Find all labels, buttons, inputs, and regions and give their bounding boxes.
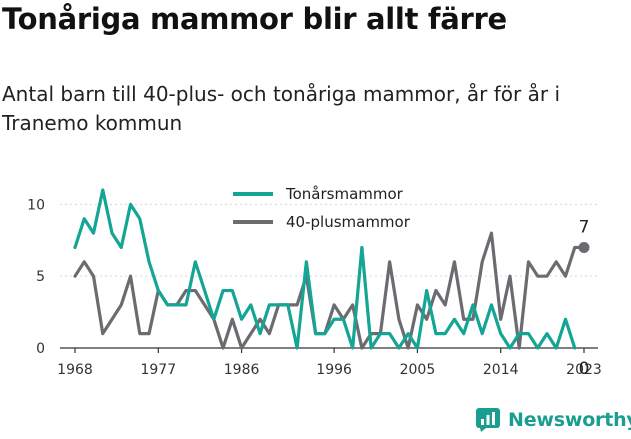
newsworthy-logo-icon xyxy=(476,408,500,432)
end-value-label: 7 xyxy=(579,217,590,237)
line-chart: 1968 1977 1986 1996 2005 2014 2023 0510 70 Ton… xyxy=(0,0,631,439)
x-tick-label: 1986 xyxy=(224,362,260,378)
x-axis: 1968 1977 1986 1996 2005 2014 2023 xyxy=(57,348,602,378)
y-tick-label: 5 xyxy=(36,269,45,285)
end-point-marker xyxy=(579,242,590,253)
x-tick-label: 2014 xyxy=(483,362,519,378)
end-markers: 70 xyxy=(579,217,590,379)
x-tick-label: 2005 xyxy=(400,362,436,378)
legend-label-tonarsmammor: Tonårsmammor xyxy=(285,185,404,203)
x-tick-label: 1996 xyxy=(316,362,352,378)
x-tick-label: 1968 xyxy=(57,362,93,378)
end-value-label: 0 xyxy=(579,359,590,379)
brand-name: Newsworthy xyxy=(508,409,631,431)
series-line-40-plusmammor xyxy=(75,233,584,348)
brand-logo: Newsworthy xyxy=(476,408,631,432)
legend-label-40-plusmammor: 40-plusmammor xyxy=(286,213,411,231)
x-tick-label: 1977 xyxy=(140,362,176,378)
y-tick-label: 10 xyxy=(27,197,45,213)
y-axis: 0 5 10 xyxy=(27,197,45,357)
y-tick-label: 0 xyxy=(36,341,45,357)
legend: Tonårsmammor 40-plusmammor xyxy=(233,185,411,231)
